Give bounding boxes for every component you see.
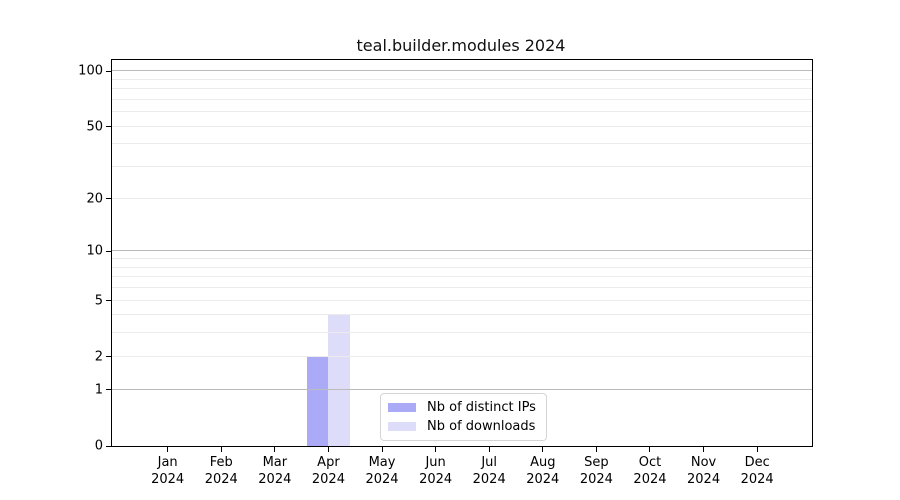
y-tick-label-5: 5: [94, 293, 103, 308]
y-tick-20: [106, 198, 111, 200]
y-tick-5: [106, 300, 111, 301]
x-tick-month: Jan: [157, 455, 178, 470]
x-tick-year: 2024: [633, 472, 667, 487]
y-tick-2: [106, 356, 111, 358]
x-tick-aug: [542, 447, 544, 452]
x-tick-label-jul: Jul 2024: [473, 454, 506, 488]
gridline-minor-3: [112, 332, 812, 334]
axis-ticks-layer: 0 1 2 5 10 20 50 100 Jan 2024 Feb 2024 Mar 2024 Apr 202…: [78, 60, 812, 487]
legend-item-distinct-ips: Nb of distinct IPs: [388, 398, 536, 417]
x-tick-month: Oct: [638, 455, 662, 470]
gridline-minor-70: [112, 98, 812, 100]
y-tick-10: [106, 250, 111, 252]
x-tick-month: Jul: [481, 455, 498, 470]
y-tick-label-1: 1: [94, 382, 103, 398]
x-tick-year: 2024: [419, 472, 453, 487]
gridline-minor-8: [112, 266, 812, 268]
x-tick-label-mar: Mar 2024: [258, 454, 291, 488]
legend-label-distinct-ips: Nb of distinct IPs: [427, 400, 536, 415]
x-tick-feb: [220, 447, 222, 452]
x-tick-nov: [703, 447, 705, 452]
x-tick-month: Aug: [530, 455, 556, 470]
y-tick-label-2: 2: [94, 349, 103, 365]
x-tick-jan: [167, 447, 169, 452]
distinct-ips-swatch-icon: [388, 403, 416, 412]
x-tick-month: Nov: [690, 455, 717, 470]
x-tick-oct: [649, 447, 651, 452]
gridline-minor-6: [112, 287, 812, 288]
x-tick-dec: [756, 447, 758, 452]
x-tick-label-aug: Aug 2024: [526, 454, 559, 488]
y-tick-1: [106, 389, 111, 391]
x-tick-sep: [595, 447, 597, 452]
chart-title: teal.builder.modules 2024: [356, 36, 566, 55]
gridline-major-100: [112, 70, 812, 72]
x-tick-month: Apr: [317, 455, 340, 470]
gridline-minor-5: [112, 299, 812, 301]
gridlines-layer: [112, 60, 812, 446]
x-tick-year: 2024: [151, 472, 185, 487]
x-tick-jul: [488, 447, 490, 452]
x-tick-label-may: May 2024: [365, 454, 398, 488]
x-tick-apr: [327, 447, 329, 452]
x-tick-month: Mar: [262, 455, 288, 470]
gridline-minor-20: [112, 197, 812, 199]
x-tick-label-sep: Sep 2024: [580, 454, 613, 488]
legend-item-downloads: Nb of downloads: [388, 417, 536, 436]
x-tick-label-jun: Jun 2024: [419, 454, 452, 488]
bars-layer: [112, 60, 812, 446]
legend: Nb of distinct IPs Nb of downloads: [380, 393, 547, 441]
x-tick-month: Dec: [744, 455, 770, 470]
x-tick-year: 2024: [258, 472, 292, 487]
gridline-minor-90: [112, 78, 812, 80]
gridline-minor-4: [112, 314, 812, 316]
x-tick-year: 2024: [579, 472, 613, 487]
plot-area: 0 1 2 5 10 20 50 100 Jan 2024 Feb 2024 Mar 2024 Apr 202…: [78, 59, 813, 487]
y-tick-0: [106, 445, 111, 447]
x-tick-month: Feb: [209, 455, 233, 470]
x-tick-label-feb: Feb 2024: [205, 454, 238, 488]
bar-nb-of-distinct-ips-apr: [306, 356, 329, 446]
y-tick-label-100: 100: [78, 63, 103, 79]
x-tick-label-nov: Nov 2024: [687, 454, 720, 488]
y-tick-100: [106, 70, 111, 72]
x-tick-year: 2024: [740, 472, 774, 487]
legend-label-downloads: Nb of downloads: [427, 419, 536, 434]
x-tick-year: 2024: [311, 472, 345, 487]
y-tick-label-50: 50: [86, 119, 103, 135]
gridline-major-10: [112, 250, 812, 252]
gridline-major-1: [112, 388, 812, 390]
y-tick-label-0: 0: [94, 438, 103, 454]
bar-nb-of-downloads-apr: [328, 315, 350, 446]
x-tick-label-apr: Apr 2024: [312, 454, 345, 488]
gridline-minor-30: [112, 166, 812, 168]
downloads-swatch-icon: [388, 422, 416, 431]
x-tick-month: Jun: [425, 455, 446, 470]
x-tick-mar: [274, 447, 276, 452]
gridline-minor-9: [112, 258, 812, 260]
x-tick-label-dec: Dec 2024: [741, 454, 774, 488]
gridline-minor-80: [112, 88, 812, 90]
x-tick-label-jan: Jan 2024: [151, 454, 184, 488]
x-tick-year: 2024: [472, 472, 506, 487]
x-tick-year: 2024: [687, 472, 721, 487]
y-tick-label-20: 20: [86, 191, 103, 207]
gridline-minor-7: [112, 276, 812, 278]
x-tick-month: May: [368, 455, 396, 470]
x-tick-year: 2024: [365, 472, 399, 487]
x-tick-month: Sep: [584, 455, 609, 470]
gridline-minor-2: [112, 355, 812, 357]
x-tick-year: 2024: [526, 472, 560, 487]
x-tick-year: 2024: [204, 472, 238, 487]
y-tick-50: [106, 126, 111, 128]
x-tick-jun: [435, 447, 437, 452]
gridline-minor-40: [112, 143, 812, 145]
x-tick-may: [381, 447, 383, 452]
gridline-minor-50: [112, 125, 812, 127]
gridline-minor-60: [112, 111, 812, 113]
x-tick-label-oct: Oct 2024: [633, 454, 666, 488]
y-tick-label-10: 10: [86, 243, 103, 259]
